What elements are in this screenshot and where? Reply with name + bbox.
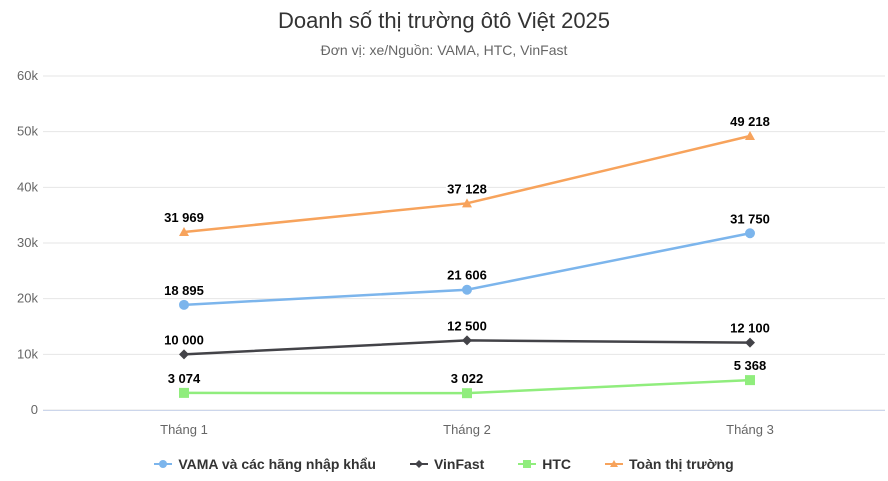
point [745, 375, 755, 386]
data-label: 3 022 [451, 371, 484, 386]
legend-marker [523, 460, 532, 468]
legend-label: VAMA và các hãng nhập khẩu [178, 456, 376, 472]
point [745, 337, 755, 348]
point [462, 198, 472, 208]
data-label: 3 074 [168, 371, 201, 386]
y-tick-label: 30k [17, 235, 38, 250]
y-tick-label: 0 [31, 402, 38, 417]
x-tick-label: Tháng 3 [726, 422, 774, 437]
data-label: 21 606 [447, 268, 487, 283]
triangle-icon [605, 460, 624, 467]
legend-marker [610, 460, 619, 467]
legend-marker [414, 460, 423, 468]
data-label: 12 500 [447, 318, 487, 333]
data-label: 5 368 [734, 358, 767, 373]
point [462, 388, 472, 399]
square-icon [518, 460, 537, 468]
data-label: 12 100 [730, 321, 770, 336]
circle-icon [154, 460, 173, 468]
legend-label: HTC [542, 456, 572, 472]
point [179, 227, 189, 237]
legend: VAMA và các hãng nhập khẩu VinFast HTC Toàn… [0, 456, 888, 472]
point [462, 335, 472, 346]
y-tick-label: 40k [17, 179, 38, 194]
data-label: 49 218 [730, 114, 770, 129]
legend-item[interactable]: VinFast [409, 456, 485, 472]
point [745, 131, 755, 141]
data-label: 31 969 [164, 210, 204, 225]
chart-title: Doanh số thị trường ôtô Việt 2025 [277, 8, 611, 33]
legend-item[interactable]: HTC [518, 456, 571, 472]
point [745, 228, 755, 239]
data-label: 37 128 [447, 181, 487, 196]
x-tick-label: Tháng 2 [443, 422, 491, 437]
legend-marker [159, 460, 168, 468]
point [179, 387, 189, 398]
data-label: 31 750 [730, 211, 770, 226]
legend-label: VinFast [433, 456, 485, 472]
x-tick-label: Tháng 1 [160, 422, 208, 437]
point [462, 284, 472, 295]
chart-subtitle: Đơn vị: xe/Nguồn: VAMA, HTC, VinFast [320, 42, 568, 58]
legend-label: Toàn thị trường [629, 456, 734, 472]
point [179, 299, 189, 310]
diamond-icon [409, 460, 428, 468]
legend-item[interactable]: VAMA và các hãng nhập khẩu [154, 456, 376, 472]
data-label: 10 000 [164, 332, 204, 347]
point [179, 349, 189, 360]
y-tick-label: 60k [17, 68, 38, 83]
data-label: 18 895 [164, 283, 204, 298]
y-tick-label: 50k [17, 124, 38, 139]
y-tick-label: 20k [17, 291, 38, 306]
legend-item[interactable]: Toàn thị trường [605, 456, 734, 472]
y-tick-label: 10k [17, 346, 38, 361]
